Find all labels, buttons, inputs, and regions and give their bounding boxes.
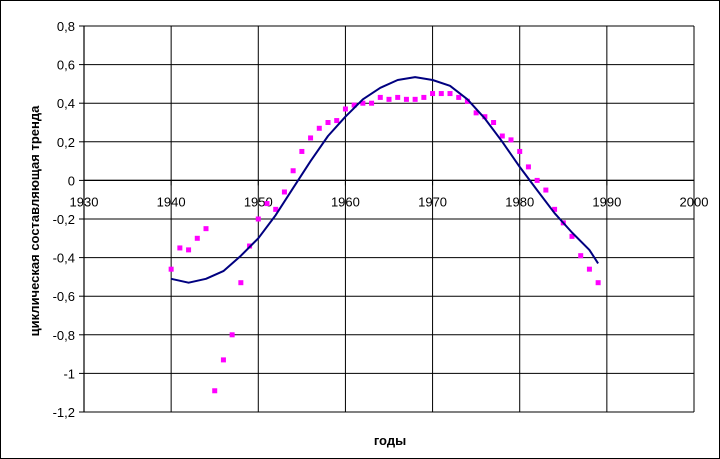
scatter-point <box>325 120 331 125</box>
trend-line-series <box>170 76 599 284</box>
x-tick-label: 1960 <box>331 194 360 209</box>
y-tick-label: -1,2 <box>53 405 75 420</box>
x-axis-title: годы <box>374 433 406 448</box>
x-tick-label: 1970 <box>418 194 447 209</box>
scatter-point <box>595 280 601 286</box>
scatter-point <box>369 100 375 106</box>
scatter-point <box>421 94 427 100</box>
scatter-point <box>342 106 348 112</box>
scatter-point <box>525 164 531 170</box>
scatter-point <box>299 148 305 154</box>
scatter-point <box>508 137 514 143</box>
y-tick-label: -0,6 <box>53 289 75 304</box>
y-axis-title: циклическая составляющая тренда <box>27 105 42 336</box>
trend-line <box>170 76 599 284</box>
scatter-point <box>473 110 479 116</box>
scatter-point <box>220 357 226 363</box>
scatter-point <box>377 94 383 100</box>
scatter-point <box>517 148 523 154</box>
scatter-point <box>395 94 401 100</box>
y-tick-label: -0,8 <box>53 328 75 343</box>
x-tick-label: 1930 <box>70 194 99 209</box>
x-tick-label: 1980 <box>505 194 534 209</box>
scatter-point <box>464 98 470 104</box>
scatter-point <box>386 96 392 102</box>
scatter-point <box>403 96 409 102</box>
scatter-point <box>229 332 235 338</box>
y-tick-label: 0,8 <box>57 19 75 34</box>
scatter-point <box>578 253 584 259</box>
scatter-point <box>351 102 357 108</box>
scatter-point <box>281 189 287 195</box>
scatter-point <box>334 118 340 124</box>
y-tick-label: 0 <box>68 173 75 188</box>
scatter-point <box>482 114 488 120</box>
scatter-point <box>273 206 279 212</box>
scatter-point <box>360 100 366 106</box>
scatter-point <box>569 233 575 239</box>
axes <box>79 25 695 413</box>
x-tick-label: 1990 <box>592 194 621 209</box>
scatter-point <box>194 235 200 241</box>
scatter-point <box>177 245 183 251</box>
x-tick-label: 2000 <box>680 194 709 209</box>
y-tick-label: 0,4 <box>57 96 75 111</box>
scatter-point <box>255 216 261 222</box>
scatter-point <box>308 135 314 141</box>
x-tick-labels: 1930 1940 1950 1960 1970 1980 1990 2000 <box>70 194 709 209</box>
scatter-point <box>534 177 540 183</box>
scatter-point <box>456 94 462 100</box>
y-tick-labels: 0,8 0,6 0,4 0,2 0 -0,2 -0,4 -0,6 -0,8 -1 -1,2 <box>53 19 75 420</box>
scatter-point <box>316 125 322 131</box>
x-tick-label: 1940 <box>157 194 186 209</box>
scatter-point <box>499 133 505 139</box>
scatter-point <box>430 91 436 97</box>
scatter-point <box>586 266 592 272</box>
scatter-point <box>412 96 418 102</box>
y-tick-label: -1 <box>63 366 75 381</box>
scatter-point <box>212 388 218 394</box>
scatter-point <box>168 266 174 272</box>
scatter-series <box>168 91 601 394</box>
y-tick-label: -0,2 <box>53 212 75 227</box>
scatter-point <box>543 187 549 193</box>
scatter-point <box>203 226 209 232</box>
scatter-point <box>491 120 497 125</box>
y-tick-label: 0,2 <box>57 135 75 150</box>
y-tick-label: 0,6 <box>57 58 75 73</box>
scatter-point <box>438 91 444 97</box>
y-tick-label: -0,4 <box>53 251 75 266</box>
scatter-point <box>186 247 192 253</box>
scatter-point <box>290 168 296 174</box>
scatter-point <box>238 280 244 286</box>
scatter-point <box>552 206 558 212</box>
scatter-point <box>264 201 270 207</box>
scatter-point <box>447 91 453 97</box>
